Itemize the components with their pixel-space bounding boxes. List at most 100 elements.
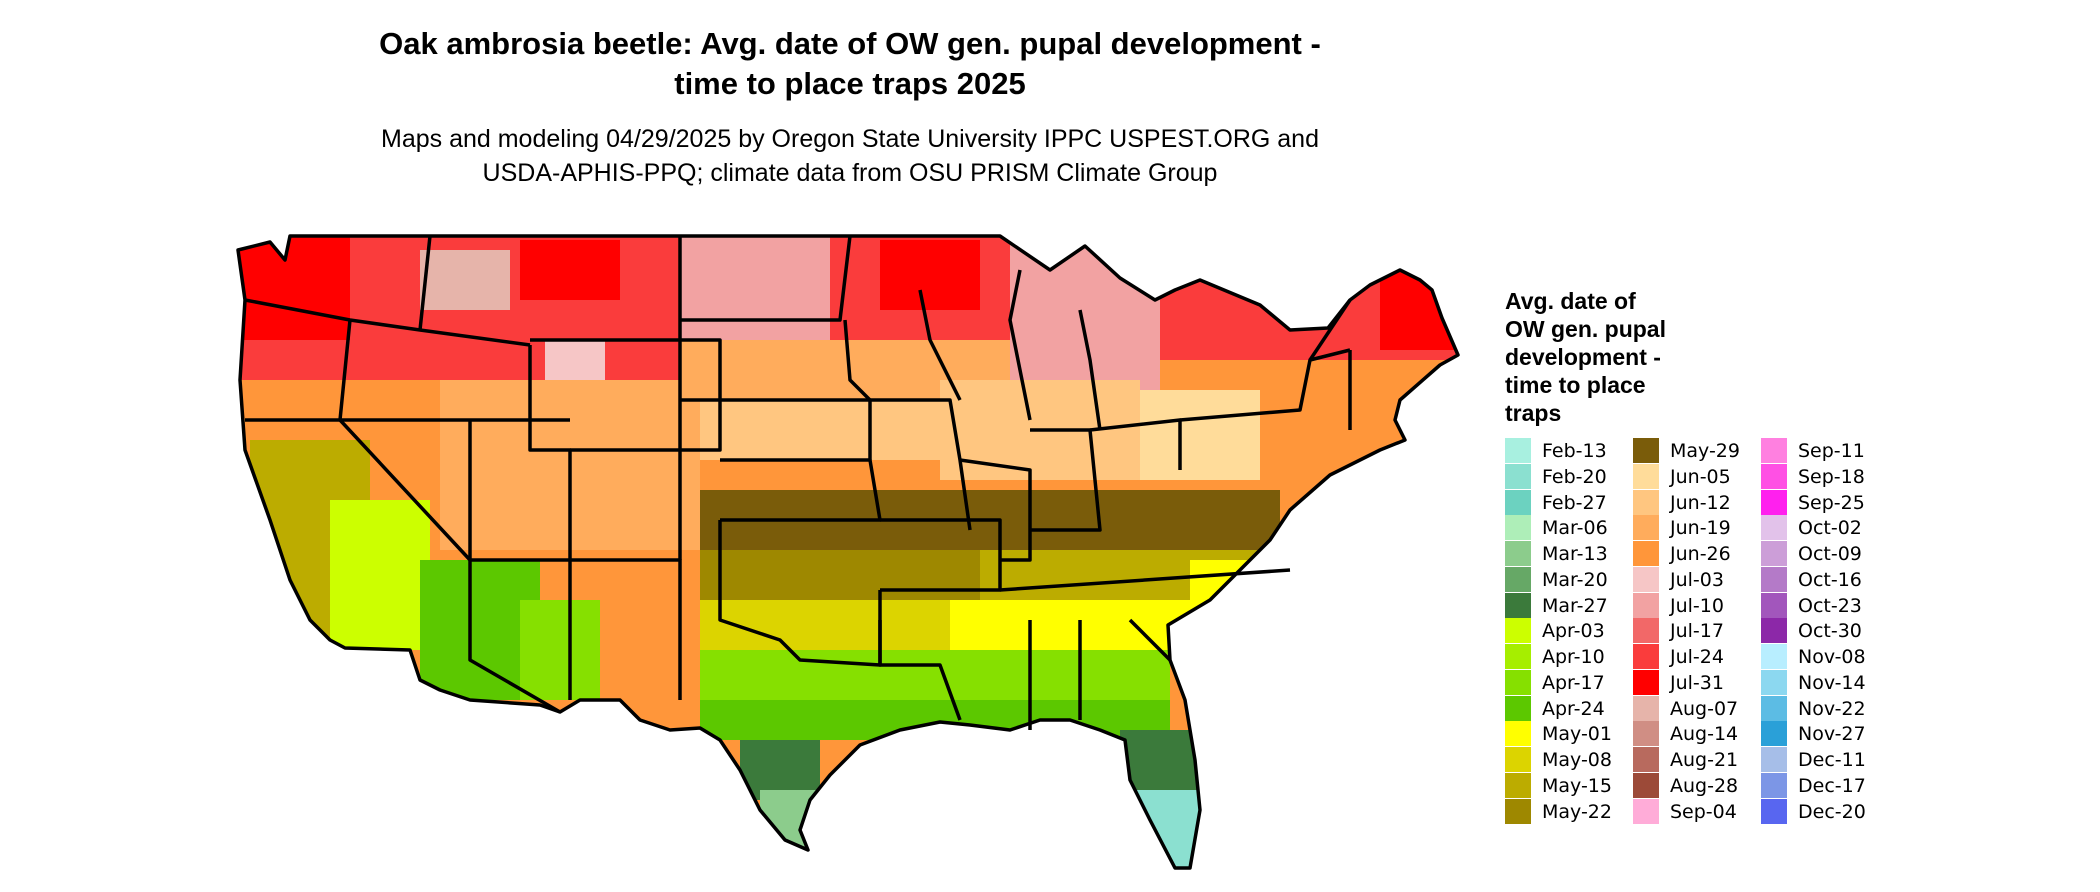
legend-item: Apr-03 — [1505, 618, 1633, 644]
map-subtitle-line-1: Maps and modeling 04/29/2025 by Oregon S… — [381, 125, 1319, 153]
phenology-raster — [238, 236, 1458, 868]
legend-swatch — [1633, 669, 1659, 695]
legend-item: Mar-27 — [1505, 592, 1633, 619]
legend-item: Nov-14 — [1761, 669, 1889, 696]
legend-item: Mar-13 — [1505, 541, 1633, 567]
legend-swatch — [1505, 515, 1531, 541]
legend-swatch — [1633, 772, 1659, 798]
legend-item: Feb-20 — [1505, 463, 1633, 490]
legend-label: Mar-27 — [1542, 594, 1608, 617]
legend-item: Apr-24 — [1505, 695, 1633, 722]
legend-label: Jul-31 — [1670, 671, 1724, 694]
legend-label: Apr-24 — [1542, 697, 1605, 720]
legend-item: Aug-07 — [1633, 695, 1761, 722]
legend-swatch — [1505, 798, 1531, 824]
legend-item: Apr-17 — [1505, 669, 1633, 696]
legend-title-line: OW gen. pupal — [1505, 316, 1666, 342]
legend-item: May-29 — [1633, 438, 1761, 464]
legend-item: Sep-04 — [1633, 798, 1761, 825]
legend-item: Jun-05 — [1633, 463, 1761, 490]
legend-swatch — [1633, 566, 1659, 592]
legend-label: Feb-20 — [1542, 465, 1607, 488]
legend-swatch — [1505, 541, 1531, 566]
legend-label: May-22 — [1542, 800, 1612, 823]
legend-label: Oct-30 — [1798, 620, 1862, 643]
legend-swatch — [1761, 747, 1787, 772]
legend-swatch — [1505, 747, 1531, 772]
legend-item: Dec-11 — [1761, 747, 1889, 773]
legend-swatch — [1633, 618, 1659, 644]
legend-item: Jul-31 — [1633, 669, 1761, 696]
legend-label: Dec-17 — [1798, 774, 1866, 797]
legend-title: Avg. date of OW gen. pupal development -… — [1505, 287, 1735, 427]
legend-label: Jul-24 — [1670, 646, 1724, 668]
legend-swatch — [1761, 669, 1787, 695]
legend-swatch — [1761, 721, 1787, 747]
legend-label: Sep-25 — [1798, 491, 1865, 514]
legend-swatch — [1633, 541, 1659, 566]
legend-label: May-01 — [1542, 723, 1612, 746]
legend-swatch — [1633, 695, 1659, 721]
legend-swatch — [1505, 772, 1531, 798]
legend-label: Mar-06 — [1542, 517, 1608, 540]
legend-label: Sep-11 — [1798, 440, 1865, 462]
legend-item: Oct-09 — [1761, 541, 1889, 567]
legend-column: May-29 Jun-05 Jun-12 Jun-19 Jun-26 Jul-03 Jul-… — [1633, 438, 1761, 824]
legend-label: Dec-20 — [1798, 800, 1866, 823]
legend-item: Dec-20 — [1761, 798, 1889, 825]
legend-item: Sep-11 — [1761, 438, 1889, 464]
legend-label: Jul-17 — [1670, 620, 1724, 643]
legend-item: May-08 — [1505, 747, 1633, 773]
legend-item: Jun-19 — [1633, 515, 1761, 541]
legend-swatch — [1761, 644, 1787, 669]
legend-label: Oct-16 — [1798, 568, 1862, 591]
legend-swatch — [1633, 721, 1659, 747]
map-title-line-2: time to place traps 2025 — [674, 66, 1026, 101]
legend-swatch — [1505, 566, 1531, 592]
legend-item: Sep-25 — [1761, 489, 1889, 516]
legend-item: Oct-02 — [1761, 515, 1889, 541]
us-map — [236, 234, 1460, 870]
legend-label: May-29 — [1670, 440, 1740, 462]
legend-swatch — [1761, 463, 1787, 489]
legend-label: Mar-13 — [1542, 543, 1608, 565]
legend-item: Oct-23 — [1761, 592, 1889, 619]
legend-item: Aug-28 — [1633, 772, 1761, 799]
legend-swatch — [1761, 798, 1787, 824]
legend-swatch — [1505, 669, 1531, 695]
legend-label: Jul-03 — [1670, 568, 1724, 591]
legend-label: Jun-26 — [1670, 543, 1731, 565]
legend-label: Sep-18 — [1798, 465, 1865, 488]
legend-label: Nov-08 — [1798, 646, 1866, 668]
legend-swatch — [1761, 438, 1787, 463]
state-borders — [236, 234, 1460, 870]
legend-label: Aug-28 — [1670, 774, 1739, 797]
legend-swatch — [1761, 566, 1787, 592]
legend-swatch — [1633, 438, 1659, 463]
legend-label: Apr-03 — [1542, 620, 1605, 643]
legend-item: Mar-20 — [1505, 566, 1633, 593]
legend-label: Aug-14 — [1670, 723, 1739, 746]
legend-label: Feb-27 — [1542, 491, 1607, 514]
legend-label: Feb-13 — [1542, 440, 1607, 462]
legend-swatch — [1633, 644, 1659, 669]
legend-swatch — [1505, 463, 1531, 489]
legend-swatch — [1761, 541, 1787, 566]
legend-label: Aug-21 — [1670, 749, 1739, 771]
legend-label: Sep-04 — [1670, 800, 1737, 823]
legend-title-line: traps — [1505, 400, 1562, 426]
legend-swatch — [1505, 644, 1531, 669]
legend-item: Nov-22 — [1761, 695, 1889, 722]
legend-label: Oct-02 — [1798, 517, 1862, 540]
legend-swatch — [1505, 695, 1531, 721]
legend-item: Oct-16 — [1761, 566, 1889, 593]
legend-label: Jun-05 — [1670, 465, 1731, 488]
legend-label: Apr-10 — [1542, 646, 1605, 668]
legend-title-line: development - — [1505, 344, 1661, 370]
legend-swatch — [1505, 438, 1531, 463]
legend-item: Nov-27 — [1761, 721, 1889, 747]
legend-label: Mar-20 — [1542, 568, 1608, 591]
legend-title-line: Avg. date of — [1505, 288, 1636, 314]
legend-swatch — [1633, 515, 1659, 541]
legend-item: Dec-17 — [1761, 772, 1889, 799]
